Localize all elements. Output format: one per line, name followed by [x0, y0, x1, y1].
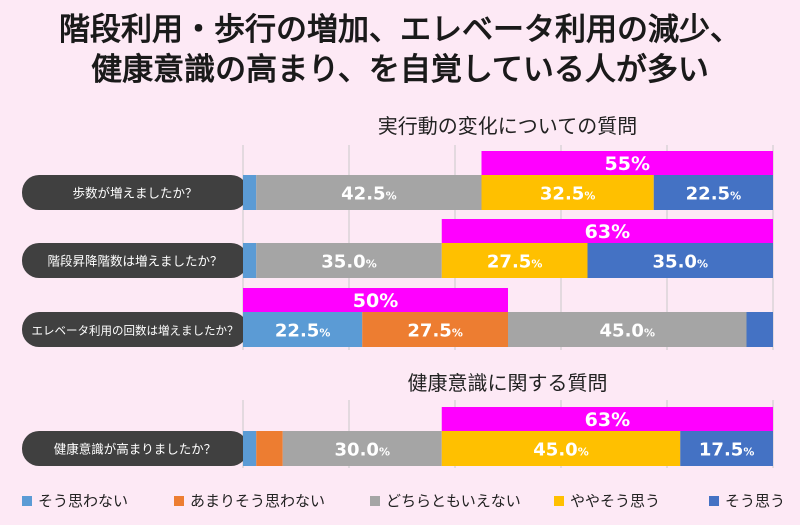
- section-title-behavior: 実行動の変化についての質問: [377, 114, 638, 138]
- highlight-label-1: 63%: [585, 221, 631, 243]
- question-label-0: 歩数が増えましたか？: [72, 186, 197, 201]
- legend-label-0: そう思わない: [38, 492, 129, 510]
- highlight-bar-1: [441, 219, 773, 243]
- data-label-1-4: 35.0%: [653, 252, 708, 273]
- bar-segment-2-1: [362, 312, 508, 347]
- bar-segment-0-2: [256, 175, 482, 210]
- data-label-3-2: 30.0%: [335, 440, 390, 461]
- bar-segment-1-4: [587, 243, 773, 278]
- legend-label-3: ややそう思う: [570, 492, 661, 510]
- data-label-3-3: 45.0%: [533, 440, 588, 461]
- data-label-0-2: 42.5%: [341, 184, 396, 205]
- bar-segment-3-3: [441, 431, 681, 466]
- question-label-3: 健康意識が高まりましたか？: [54, 442, 217, 457]
- data-label-1-2: 35.0%: [321, 252, 376, 273]
- legend-item-1: あまりそう思わない: [174, 490, 325, 511]
- bar-segment-2-2: [508, 312, 747, 347]
- bar-segment-2-4: [746, 312, 773, 347]
- chart-legend: そう思わない あまりそう思わない どちらともいえない ややそう思う そう思う: [22, 490, 792, 514]
- question-label-bg-3: [22, 431, 248, 466]
- bar-segment-1-2: [256, 243, 442, 278]
- legend-swatch-3: [554, 495, 564, 506]
- chart-title-line-1: 階段利用・歩行の増加、エレベータ利用の減少、: [59, 12, 741, 48]
- legend-label-1: あまりそう思わない: [190, 492, 326, 510]
- legend-swatch-1: [174, 495, 184, 506]
- bar-segment-0-0: [243, 175, 257, 210]
- legend-item-0: そう思わない: [22, 490, 128, 511]
- bar-segment-0-3: [481, 175, 654, 210]
- data-label-1-3: 27.5%: [487, 252, 542, 273]
- legend-item-3: ややそう思う: [554, 490, 660, 511]
- bar-segment-3-4: [680, 431, 773, 466]
- highlight-bar-3: [441, 407, 773, 431]
- highlight-label-2: 50%: [353, 290, 399, 312]
- highlight-bar-0: [481, 151, 773, 175]
- highlight-bar-2: [243, 288, 508, 312]
- data-label-2-0: 22.5%: [275, 321, 330, 342]
- question-label-1: 階段昇降階数は増えましたか？: [47, 254, 222, 269]
- bar-segment-3-1: [256, 431, 283, 466]
- question-label-bg-1: [22, 243, 248, 278]
- data-label-0-4: 22.5%: [686, 184, 741, 205]
- bar-segment-0-4: [653, 175, 773, 210]
- legend-label-4: そう思う: [725, 492, 786, 510]
- legend-swatch-2: [370, 495, 380, 506]
- highlight-label-0: 55%: [605, 153, 651, 175]
- data-label-0-3: 32.5%: [540, 184, 595, 205]
- question-label-bg-2: [22, 312, 248, 347]
- section-title-health: 健康意識に関する質問: [407, 371, 608, 395]
- legend-swatch-0: [22, 495, 32, 506]
- bar-segment-1-0: [243, 243, 257, 278]
- data-label-2-2: 45.0%: [600, 321, 655, 342]
- question-label-bg-0: [22, 175, 248, 210]
- legend-swatch-4: [709, 495, 719, 506]
- data-label-2-1: 27.5%: [407, 321, 462, 342]
- bar-segment-3-0: [243, 431, 257, 466]
- question-label-2: エレベータ利用の回数は増えましたか？: [32, 324, 239, 338]
- legend-item-2: どちらともいえない: [370, 490, 521, 511]
- bar-segment-1-3: [441, 243, 588, 278]
- legend-label-2: どちらともいえない: [386, 492, 521, 510]
- legend-item-4: そう思う: [709, 490, 785, 511]
- bar-segment-3-2: [282, 431, 442, 466]
- bar-segment-2-0: [243, 312, 363, 347]
- data-label-3-4: 17.5%: [699, 440, 754, 461]
- highlight-label-3: 63%: [585, 409, 631, 431]
- chart-title-line-2: 健康意識の高まり、を自覚している人が多い: [91, 52, 709, 88]
